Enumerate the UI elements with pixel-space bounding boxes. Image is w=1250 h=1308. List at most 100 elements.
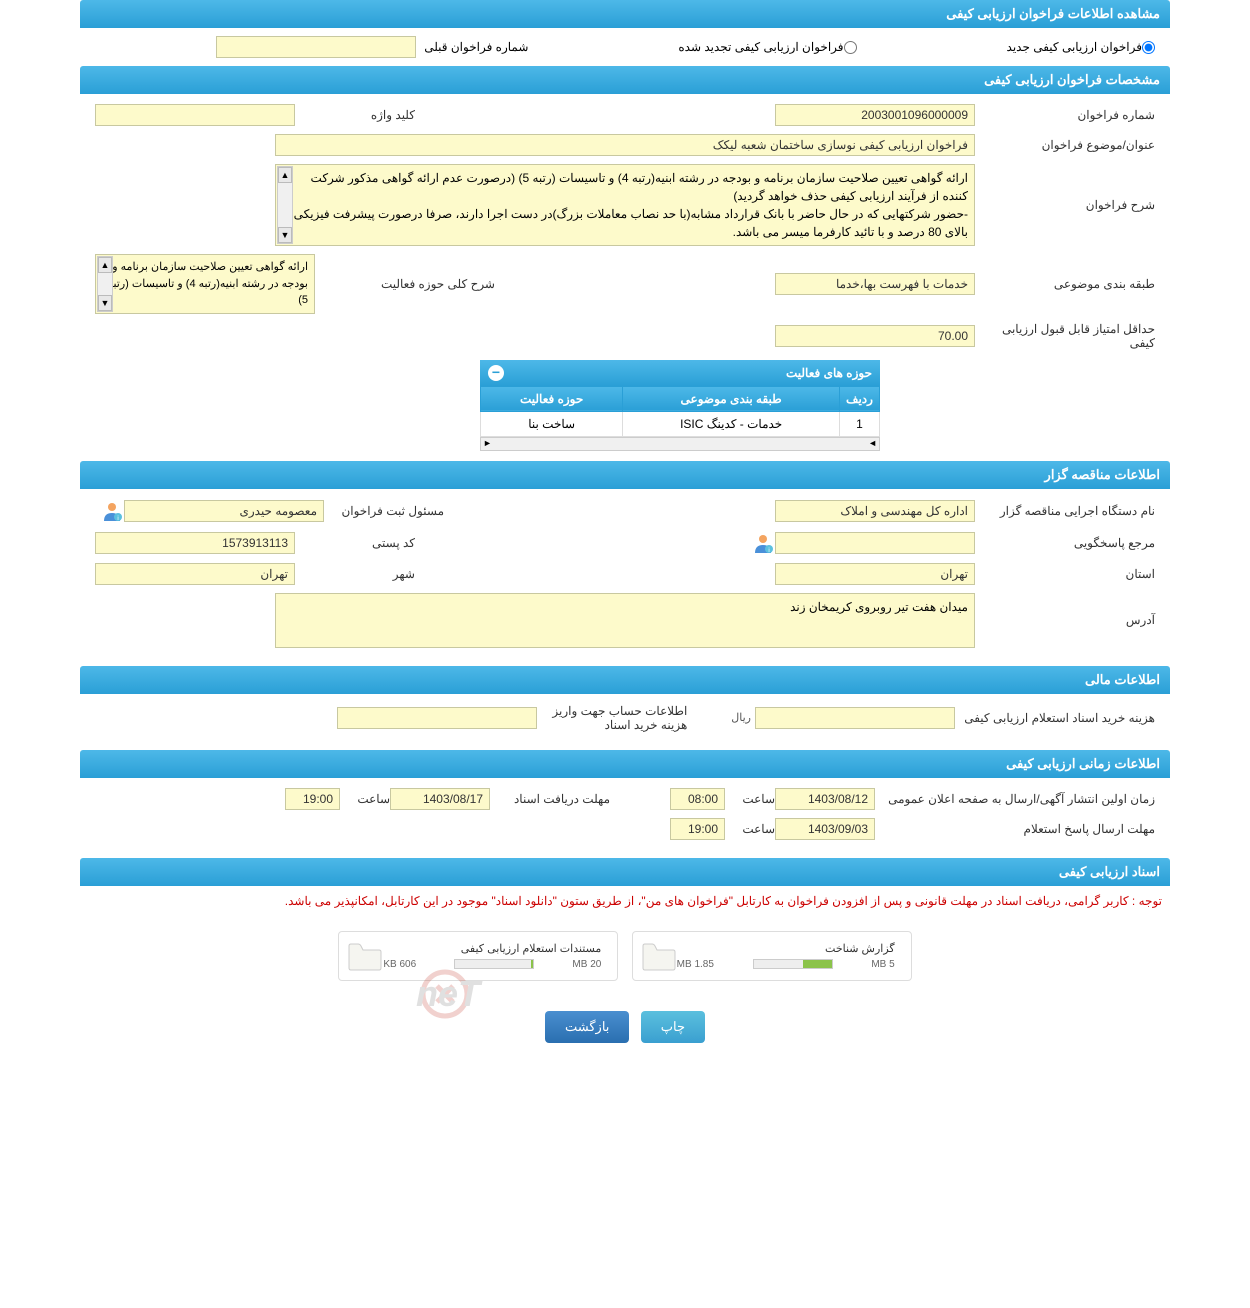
svg-text:i: i: [117, 516, 118, 522]
call-type-row: فراخوان ارزیابی کیفی جدید فراخوان ارزیاب…: [80, 28, 1170, 66]
category-label: طبقه بندی موضوعی: [975, 277, 1155, 291]
org-label: نام دستگاه اجرایی مناقصه گزار: [975, 504, 1155, 518]
section2-body: AriaTender.neT نام دستگاه اجرایی مناقصه …: [80, 489, 1170, 666]
desc-label: شرح فراخوان: [975, 198, 1155, 212]
main-header: مشاهده اطلاعات فراخوان ارزیابی کیفی: [80, 0, 1170, 28]
city-label: شهر: [295, 567, 415, 581]
cell-num: 1: [840, 411, 880, 436]
cell-category: خدمات - کدینگ ISIC: [623, 411, 840, 436]
subject-field: فراخوان ارزیابی کیفی نوسازی ساختمان شعبه…: [275, 134, 975, 156]
doc2-max: 20 MB: [572, 959, 601, 970]
activities-table: ردیف طبقه بندی موضوعی حوزه فعالیت 1 خدما…: [480, 386, 880, 437]
prev-call-label: شماره فراخوان قبلی: [424, 40, 528, 54]
back-button[interactable]: بازگشت: [545, 1011, 629, 1043]
folder-icon: [347, 940, 383, 972]
section2-header: اطلاعات مناقصه گزار: [80, 461, 1170, 489]
scroll-up-icon[interactable]: ▲: [98, 257, 112, 273]
activity-scope-label: شرح کلی حوزه فعالیت: [315, 277, 495, 291]
doc1-size: 1.85 MB: [677, 959, 714, 970]
button-row: چاپ بازگشت: [80, 996, 1170, 1058]
time-label-3: ساعت: [725, 822, 775, 836]
svg-text:i: i: [768, 548, 769, 554]
collapse-icon[interactable]: −: [488, 365, 504, 381]
responder-field: [775, 532, 975, 554]
col-activity: حوزه فعالیت: [481, 386, 623, 411]
address-field: میدان هفت تیر روبروی کریمخان زند: [275, 593, 975, 648]
section3-header: اطلاعات مالی: [80, 666, 1170, 694]
time-label-1: ساعت: [725, 792, 775, 806]
postal-label: کد پستی: [295, 536, 415, 550]
doc-box-2[interactable]: مستندات استعلام ارزیابی کیفی 20 MB 606 K…: [338, 931, 618, 981]
deadline-label: مهلت دریافت اسناد: [490, 792, 610, 806]
section4-header: اطلاعات زمانی ارزیابی کیفی: [80, 750, 1170, 778]
province-label: استان: [975, 567, 1155, 581]
account-label: اطلاعات حساب جهت واریز هزینه خرید اسناد: [537, 704, 687, 732]
user-icon: i: [100, 499, 124, 523]
doc1-title: گزارش شناخت: [677, 942, 895, 955]
scroll-up-icon[interactable]: ▲: [278, 167, 292, 183]
currency-label: ریال: [731, 711, 751, 724]
activities-panel: حوزه های فعالیت − ردیف طبقه بندی موضوعی …: [480, 360, 880, 451]
min-score-field: 70.00: [775, 325, 975, 347]
desc-scrollbar[interactable]: ▲ ▼: [277, 166, 293, 244]
folder-icon: [641, 940, 677, 972]
col-category: طبقه بندی موضوعی: [623, 386, 840, 411]
notice-text: توجه : کاربر گرامی، دریافت اسناد در مهلت…: [80, 886, 1170, 916]
min-score-label: حداقل امتیاز قابل قبول ارزیابی کیفی: [975, 322, 1155, 350]
keyword-label: کلید واژه: [295, 108, 415, 122]
radio-renewed-label: فراخوان ارزیابی کیفی تجدید شده: [678, 40, 843, 54]
call-number-field: 2003001096000009: [775, 104, 975, 126]
registrar-label: مسئول ثبت فراخوان: [324, 504, 444, 518]
doc-box-1[interactable]: گزارش شناخت 5 MB 1.85 MB: [632, 931, 912, 981]
publish-time-field: 08:00: [670, 788, 725, 810]
section3-body: هزینه خرید اسناد استعلام ارزیابی کیفی ری…: [80, 694, 1170, 750]
radio-renewed[interactable]: [844, 41, 857, 54]
activity-scope-text: ارائه گواهی تعیین صلاحیت سازمان برنامه و…: [108, 261, 308, 306]
section1-header: مشخصات فراخوان ارزیابی کیفی: [80, 66, 1170, 94]
col-row: ردیف: [840, 386, 880, 411]
org-field: اداره کل مهندسی و املاک: [775, 500, 975, 522]
doc1-progress: [753, 959, 833, 969]
table-h-scroll[interactable]: [480, 437, 880, 451]
publish-label: زمان اولین انتشار آگهی/ارسال به صفحه اعل…: [875, 792, 1155, 806]
desc-field: ارائه گواهی تعیین صلاحیت سازمان برنامه و…: [275, 164, 975, 246]
registrar-field: معصومه حیدری: [124, 500, 324, 522]
desc-text: ارائه گواهی تعیین صلاحیت سازمان برنامه و…: [290, 171, 968, 239]
doc-cost-field: [755, 707, 955, 729]
address-label: آدرس: [975, 613, 1155, 627]
responder-label: مرجع پاسخگویی: [975, 536, 1155, 550]
prev-call-field: [216, 36, 416, 58]
scope-scrollbar[interactable]: ▲ ▼: [97, 256, 113, 312]
cell-activity: ساخت بنا: [481, 411, 623, 436]
doc1-max: 5 MB: [871, 959, 894, 970]
activities-title: حوزه های فعالیت: [786, 366, 872, 380]
response-date-field: 1403/09/03: [775, 818, 875, 840]
postal-field: 1573913113: [95, 532, 295, 554]
response-label: مهلت ارسال پاسخ استعلام: [875, 822, 1155, 836]
radio-new[interactable]: [1142, 41, 1155, 54]
keyword-field: [95, 104, 295, 126]
docs-row: گزارش شناخت 5 MB 1.85 MB مستندات استعلام…: [80, 916, 1170, 996]
publish-date-field: 1403/08/12: [775, 788, 875, 810]
doc-cost-label: هزینه خرید اسناد استعلام ارزیابی کیفی: [955, 711, 1155, 725]
deadline-date-field: 1403/08/17: [390, 788, 490, 810]
scroll-down-icon[interactable]: ▼: [98, 295, 112, 311]
section1-body: شماره فراخوان 2003001096000009 کلید واژه…: [80, 94, 1170, 461]
activity-scope-field: ارائه گواهی تعیین صلاحیت سازمان برنامه و…: [95, 254, 315, 314]
table-row: 1 خدمات - کدینگ ISIC ساخت بنا: [481, 411, 880, 436]
city-field: تهران: [95, 563, 295, 585]
scroll-down-icon[interactable]: ▼: [278, 227, 292, 243]
province-field: تهران: [775, 563, 975, 585]
response-time-field: 19:00: [670, 818, 725, 840]
doc2-title: مستندات استعلام ارزیابی کیفی: [383, 942, 601, 955]
doc2-progress: [454, 959, 534, 969]
doc2-size: 606 KB: [383, 959, 416, 970]
user-icon: i: [751, 531, 775, 555]
account-field: [337, 707, 537, 729]
time-label-2: ساعت: [340, 792, 390, 806]
subject-label: عنوان/موضوع فراخوان: [975, 138, 1155, 152]
print-button[interactable]: چاپ: [641, 1011, 705, 1043]
radio-new-label: فراخوان ارزیابی کیفی جدید: [1007, 40, 1142, 54]
call-number-label: شماره فراخوان: [975, 108, 1155, 122]
deadline-time-field: 19:00: [285, 788, 340, 810]
